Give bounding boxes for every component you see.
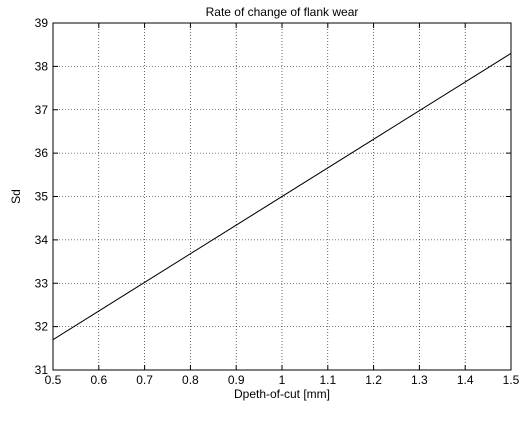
x-tick-label: 1.2: [365, 373, 382, 387]
x-tick-label: 1.3: [411, 373, 428, 387]
y-axis-label: Sd: [9, 189, 23, 204]
y-tick-label: 34: [35, 233, 49, 247]
x-tick-label: 0.6: [90, 373, 107, 387]
y-tick-label: 37: [35, 103, 49, 117]
x-tick-label: 1.5: [503, 373, 520, 387]
y-axis-ticks: 31 32 33 34 35 36 37 38 39: [35, 16, 511, 377]
y-tick-label: 36: [35, 146, 49, 160]
y-tick-label: 33: [35, 276, 49, 290]
x-tick-label: 0.5: [45, 373, 62, 387]
x-tick-label: 0.7: [136, 373, 153, 387]
x-tick-label: 1.4: [457, 373, 474, 387]
y-tick-label: 38: [35, 59, 49, 73]
x-tick-label: 0.9: [228, 373, 245, 387]
x-tick-label: 0.8: [182, 373, 199, 387]
x-axis-ticks: 0.5 0.6 0.7 0.8 0.9 1 1.1 1.2 1.3 1.4 1.5: [45, 23, 520, 387]
y-tick-label: 32: [35, 320, 49, 334]
series-line: [52, 52, 512, 341]
plot-frame: [52, 22, 512, 371]
y-tick-label: 35: [35, 190, 49, 204]
x-tick-label: 1: [279, 373, 286, 387]
x-axis-label: Dpeth-of-cut [mm]: [234, 387, 330, 401]
y-tick-label: 31: [35, 363, 49, 377]
chart-title: Rate of change of flank wear: [206, 5, 359, 19]
series-layer: [52, 52, 512, 341]
y-tick-label: 39: [35, 16, 49, 30]
x-tick-label: 1.1: [319, 373, 336, 387]
